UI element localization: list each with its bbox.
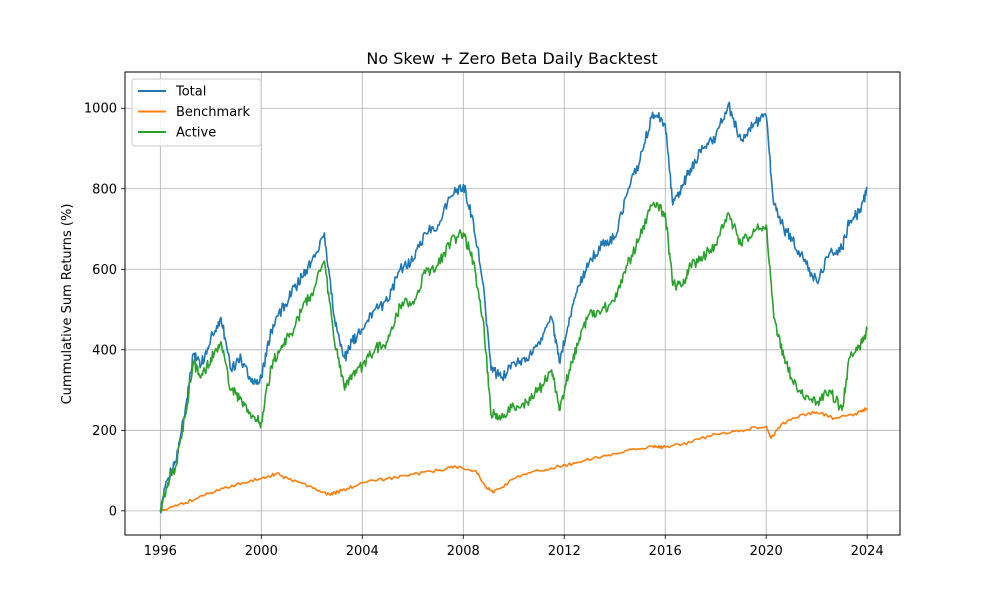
y-tick-label: 1000: [84, 102, 117, 117]
y-tick-label: 200: [92, 424, 117, 439]
y-tick-label: 800: [92, 182, 117, 197]
plot-frame: [124, 71, 901, 536]
x-tick-label: 2004: [346, 544, 379, 559]
series-layer: [159, 101, 868, 514]
x-tick-label: 2016: [649, 544, 682, 559]
legend-label-total: Total: [175, 85, 206, 100]
chart-title: No Skew + Zero Beta Daily Backtest: [366, 49, 657, 68]
x-tick-label: 2008: [447, 544, 480, 559]
x-tick-label: 1996: [144, 544, 177, 559]
x-tick-label: 2012: [548, 544, 581, 559]
y-axis: 0 200 400 600 800 1000: [84, 102, 125, 519]
legend-label-benchmark: Benchmark: [176, 105, 251, 120]
y-axis-label: Cummulative Sum Returns (%): [60, 204, 75, 405]
x-tick-label: 2024: [851, 544, 884, 559]
legend-box: [131, 78, 262, 147]
x-tick-label: 2020: [750, 544, 783, 559]
y-tick-label: 0: [109, 504, 117, 519]
x-axis: 1996 2000 2004 2008 2012 2016 2020 2024: [144, 535, 884, 559]
legend: Total Benchmark Active: [131, 78, 262, 147]
x-tick-label: 2000: [245, 544, 278, 559]
grid: [125, 72, 900, 535]
y-tick-label: 400: [92, 343, 117, 358]
legend-label-active: Active: [176, 126, 216, 141]
series-line-active: [159, 201, 868, 512]
y-tick-label: 600: [92, 263, 117, 278]
series-line-total: [159, 101, 868, 514]
series-line-benchmark: [159, 407, 868, 512]
